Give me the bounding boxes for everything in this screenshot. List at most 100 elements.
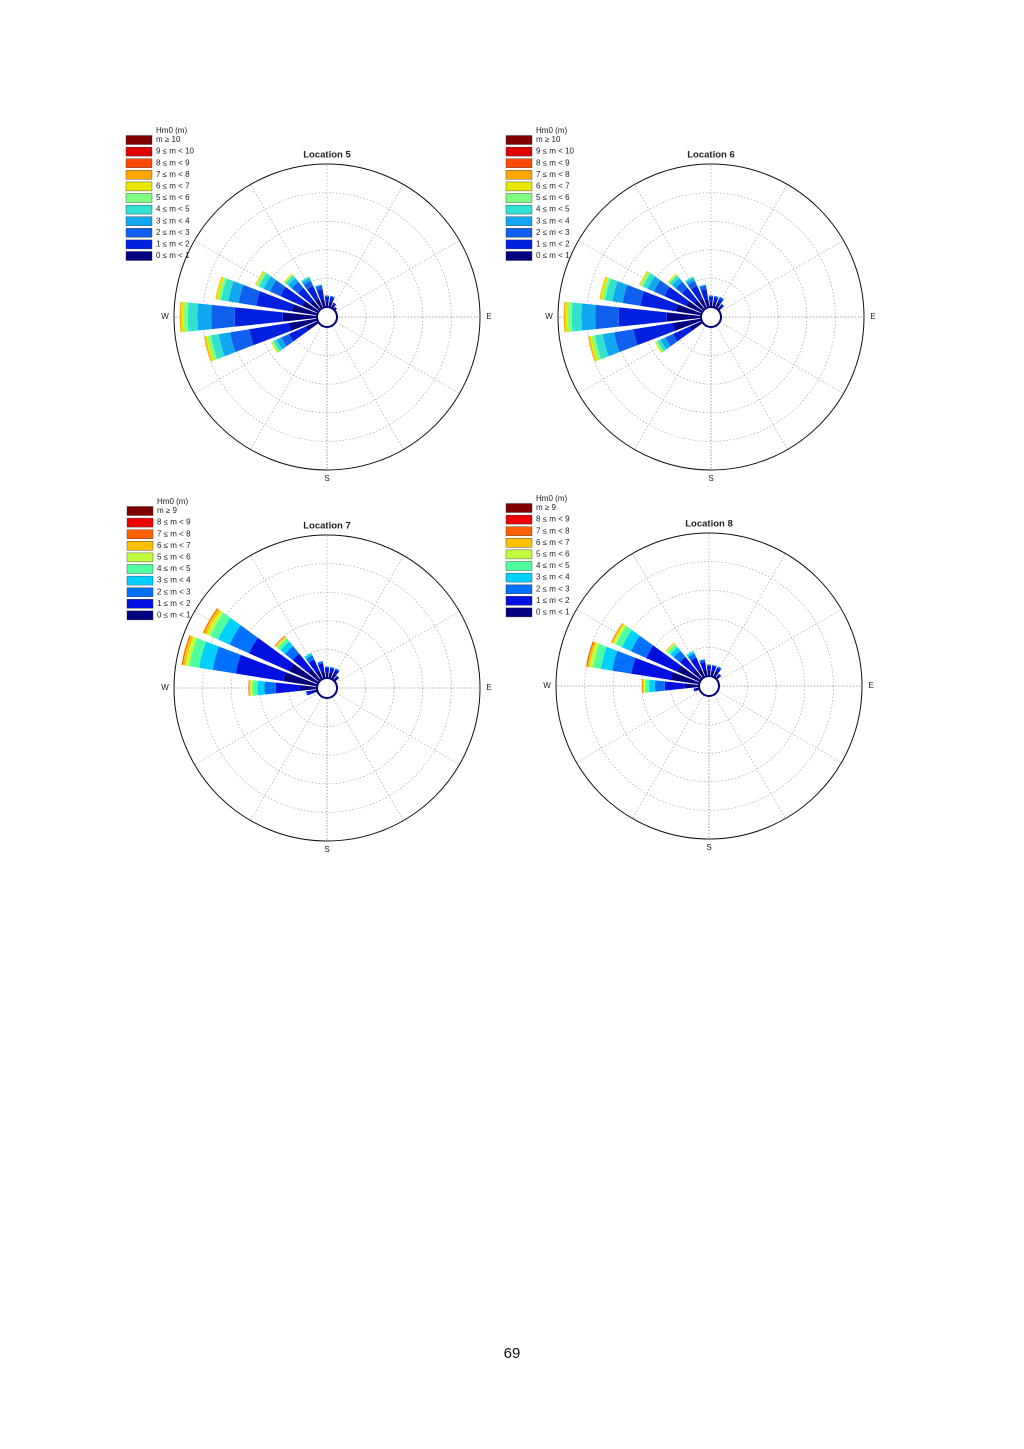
- rose-segment: [335, 668, 340, 672]
- rose-segment: [318, 663, 325, 673]
- rose-segment: [706, 664, 712, 666]
- legend-swatch: [126, 610, 154, 621]
- rose-segment: [207, 335, 218, 361]
- rose-segment: [281, 333, 294, 347]
- spoke: [708, 685, 786, 819]
- rose-segment: [288, 278, 299, 289]
- rose-segment: [654, 341, 663, 354]
- legend-label: m ≥ 9: [536, 503, 557, 512]
- rose-segment: [612, 281, 628, 303]
- rose-segment: [687, 280, 698, 290]
- rose-segment: [673, 326, 693, 342]
- grid-ring: [612, 589, 806, 783]
- chart-title: Location 5: [303, 150, 351, 161]
- grid-ring: [670, 647, 748, 725]
- legend-label: 2 ≤ m < 3: [156, 228, 190, 237]
- rose-segment: [613, 624, 627, 645]
- direction-label: S: [706, 843, 711, 852]
- legend-swatch: [125, 193, 153, 203]
- rose-segment: [694, 300, 705, 311]
- rose-segment: [660, 337, 671, 350]
- rose-segment: [256, 291, 294, 312]
- rose-segment: [206, 610, 224, 637]
- rose-segment: [210, 612, 231, 640]
- grid-ring: [202, 563, 452, 813]
- rose-segment: [235, 654, 286, 682]
- rose-segment: [693, 688, 696, 692]
- legend-swatch: [505, 204, 533, 215]
- rose-segment: [665, 642, 675, 652]
- grid-ring: [288, 649, 366, 727]
- spoke: [326, 687, 460, 765]
- legend-label: 8 ≤ m < 9: [157, 518, 191, 527]
- legend-label: 5 ≤ m < 6: [536, 193, 570, 202]
- rose-segment: [633, 323, 675, 346]
- rose-segment: [280, 641, 293, 654]
- legend-label: 0 ≤ m < 1: [157, 611, 191, 620]
- rose-segment: [316, 289, 325, 301]
- rose-segment: [692, 669, 703, 680]
- rose-segment: [218, 617, 241, 645]
- rose-segment: [640, 271, 651, 287]
- legend-label: 3 ≤ m < 4: [157, 576, 191, 585]
- calm-center: [698, 675, 720, 697]
- rose-segment: [702, 669, 708, 677]
- legend-label: 1 ≤ m < 2: [536, 596, 570, 605]
- rose-segment: [275, 636, 286, 647]
- rose-segment: [653, 280, 670, 297]
- direction-label: S: [708, 474, 713, 483]
- rose-segment: [614, 329, 638, 353]
- rose-segment: [684, 683, 700, 689]
- rose-chart: E S W Location 5 Hm0 (m)m ≥ 10 9 ≤ m < 10 8 ≤ …: [125, 126, 492, 483]
- rose-segment: [283, 672, 318, 687]
- rose-segment: [305, 655, 315, 663]
- rose-segment: [307, 285, 319, 301]
- rose-segment: [310, 300, 321, 311]
- direction-label: E: [868, 681, 873, 690]
- spoke: [710, 184, 788, 318]
- rose-chart: E S W Location 6 Hm0 (m)m ≥ 10 9 ≤ m < 10 8 ≤ …: [505, 126, 876, 483]
- rose-segment: [706, 665, 712, 671]
- rose-segment: [699, 659, 706, 663]
- legend-label: 3 ≤ m < 4: [536, 573, 570, 582]
- rose-segment: [571, 302, 583, 332]
- rose-segment: [715, 302, 721, 309]
- rose-segment: [289, 326, 309, 342]
- legend-swatch: [505, 181, 533, 192]
- rose-segment: [328, 301, 333, 308]
- rose-segment: [252, 680, 258, 696]
- legend-swatch: [126, 517, 154, 528]
- rose-segment: [183, 302, 189, 332]
- rose-segment: [205, 335, 215, 362]
- rose-segment: [668, 274, 678, 284]
- legend-label: 3 ≤ m < 4: [156, 216, 190, 225]
- rose-segment: [689, 321, 703, 331]
- rose-segment: [717, 298, 723, 305]
- legend-title: Hm0 (m): [536, 494, 567, 503]
- rose-segment: [256, 271, 267, 287]
- rose-segment: [308, 659, 320, 673]
- legend-label: m ≥ 10: [156, 135, 181, 144]
- rose-segment: [714, 295, 719, 299]
- rose-segment: [238, 284, 260, 306]
- rose-segment: [622, 630, 640, 652]
- grid-ring: [586, 192, 836, 442]
- rose-segment: [230, 329, 254, 353]
- rose-segment: [647, 276, 661, 292]
- spoke: [250, 687, 328, 821]
- rose-segment: [315, 285, 323, 291]
- legend-label: 4 ≤ m < 5: [157, 564, 191, 573]
- legend-label: 7 ≤ m < 8: [157, 529, 191, 538]
- legend-swatch: [505, 170, 533, 180]
- rose-segment: [649, 679, 656, 693]
- legend-swatch: [505, 526, 533, 536]
- rose-segment: [642, 273, 655, 289]
- rose-segment: [332, 302, 337, 306]
- legend-label: 9 ≤ m < 10: [536, 147, 575, 156]
- rose-segment: [697, 668, 705, 678]
- rose-segment: [639, 270, 648, 286]
- rose-segment: [182, 635, 194, 666]
- direction-label: W: [161, 312, 169, 321]
- rose-segment: [712, 301, 717, 308]
- legend-label: m ≥ 9: [157, 506, 178, 515]
